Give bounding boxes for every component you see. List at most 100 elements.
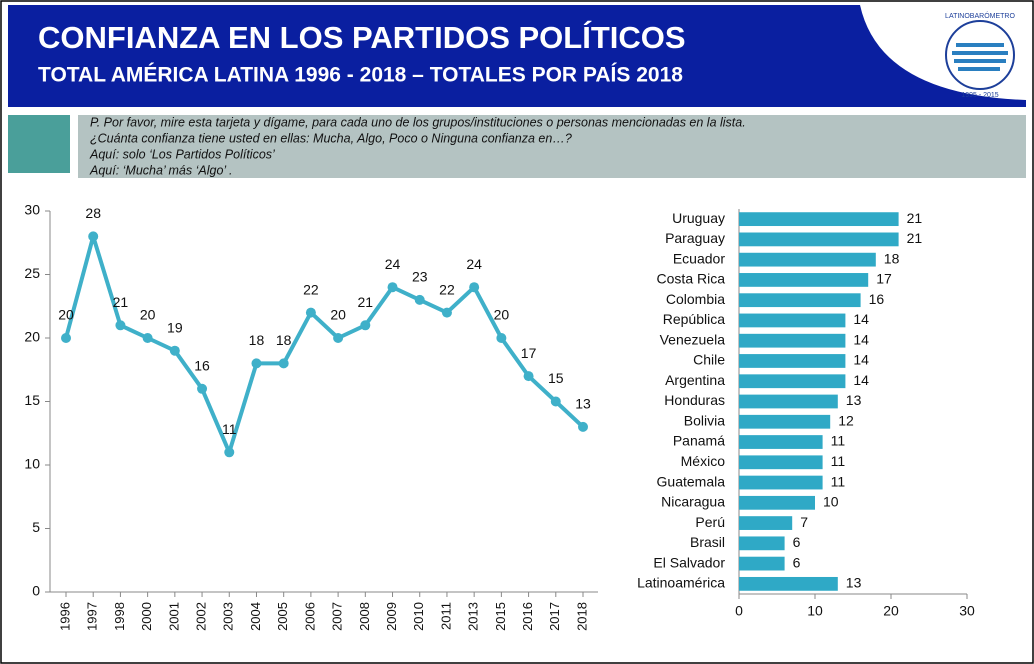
x-tick-label: 2011 <box>438 602 453 630</box>
point <box>550 396 561 407</box>
point <box>88 231 99 242</box>
data-label: 16 <box>194 358 210 374</box>
x-tick-label: 1996 <box>57 602 72 631</box>
bar <box>739 556 785 571</box>
data-label: 18 <box>276 332 292 348</box>
y-tick-label: Bolivia <box>684 412 725 428</box>
y-tick-label: 10 <box>24 456 40 472</box>
point <box>197 383 208 394</box>
data-label: 11 <box>831 433 846 449</box>
y-tick-label: Perú <box>695 514 725 530</box>
data-label: 17 <box>876 271 892 287</box>
data-label: 20 <box>140 307 156 323</box>
bar <box>739 354 846 368</box>
y-tick-label: Argentina <box>665 372 725 388</box>
data-label: 7 <box>800 514 808 530</box>
data-label: 11 <box>831 453 846 469</box>
y-tick-label: El Salvador <box>653 554 725 570</box>
data-label: 21 <box>907 210 923 226</box>
logo-text: LATINOBARÓMETRO <box>945 11 1015 20</box>
bar <box>739 516 793 530</box>
bar <box>739 536 785 551</box>
point <box>278 358 289 369</box>
y-tick-label: Honduras <box>664 392 725 408</box>
point <box>305 307 316 318</box>
bar <box>739 232 899 247</box>
data-label: 15 <box>548 370 564 386</box>
bar <box>739 394 838 409</box>
data-label: 22 <box>303 281 319 297</box>
question-box <box>78 115 1026 178</box>
point <box>523 371 534 382</box>
question-line: Aquí: ‘Mucha’ más ‘Algo’ . <box>89 163 232 177</box>
bar <box>739 273 869 287</box>
y-tick-label: República <box>663 311 725 327</box>
data-label: 14 <box>853 372 869 388</box>
y-tick-label: Costa Rica <box>657 271 726 287</box>
data-label: 23 <box>412 269 428 285</box>
x-tick-label: 2013 <box>466 602 481 631</box>
y-tick-label: 0 <box>32 583 40 599</box>
data-label: 19 <box>167 319 183 335</box>
data-label: 24 <box>385 256 401 272</box>
data-label: 10 <box>823 494 839 510</box>
bar <box>739 414 831 429</box>
data-label: 11 <box>831 473 846 489</box>
data-label: 6 <box>793 534 801 550</box>
data-label: 18 <box>884 250 900 266</box>
x-tick-label: 2007 <box>330 602 345 631</box>
data-label: 12 <box>838 412 854 428</box>
data-label: 13 <box>575 396 591 412</box>
header-bar <box>8 5 1026 107</box>
bar <box>739 576 838 591</box>
x-tick-label: 2003 <box>221 602 236 631</box>
data-label: 17 <box>521 345 537 361</box>
data-label: 11 <box>222 421 237 437</box>
data-label: 20 <box>58 307 74 323</box>
y-tick-label: Panamá <box>673 433 725 449</box>
data-label: 16 <box>869 291 885 307</box>
point <box>578 421 588 432</box>
x-tick-label: 20 <box>883 603 899 619</box>
bar <box>739 293 861 308</box>
x-tick-label: 2017 <box>547 602 562 631</box>
x-tick-label: 2006 <box>302 602 317 631</box>
question-line: P. Por favor, mire esta tarjeta y dígame… <box>90 115 746 129</box>
y-tick-label: Colombia <box>666 291 725 307</box>
x-tick-label: 2018 <box>574 602 589 631</box>
x-tick-label: 2002 <box>193 602 208 631</box>
x-tick-label: 1997 <box>85 602 100 631</box>
x-tick-label: 0 <box>735 603 743 619</box>
bar <box>739 455 823 470</box>
bar <box>739 435 823 449</box>
data-label: 14 <box>853 311 869 327</box>
bar <box>739 212 899 227</box>
data-label: 22 <box>439 281 455 297</box>
y-tick-label: Chile <box>693 352 725 368</box>
data-label: 6 <box>793 554 801 570</box>
y-tick-label: México <box>681 453 726 469</box>
point <box>61 333 71 343</box>
point <box>469 282 480 293</box>
y-tick-label: Guatemala <box>657 473 726 489</box>
y-tick-label: Brasil <box>690 534 725 550</box>
data-label: 24 <box>466 256 482 272</box>
x-tick-label: 2008 <box>357 602 372 631</box>
y-tick-label: 25 <box>24 265 40 281</box>
x-tick-label: 2000 <box>139 602 154 631</box>
logo-stripes <box>952 43 1008 71</box>
point <box>142 333 153 343</box>
data-label: 18 <box>249 332 265 348</box>
data-label: 14 <box>853 331 869 347</box>
data-label: 21 <box>113 294 129 310</box>
point <box>441 307 452 318</box>
y-tick-label: Ecuador <box>673 250 725 266</box>
y-tick-label: 15 <box>24 392 40 408</box>
point <box>224 447 235 458</box>
point <box>414 294 425 305</box>
bar <box>739 252 876 267</box>
y-tick-label: 5 <box>32 519 40 535</box>
title: CONFIANZA EN LOS PARTIDOS POLÍTICOS <box>38 20 686 55</box>
